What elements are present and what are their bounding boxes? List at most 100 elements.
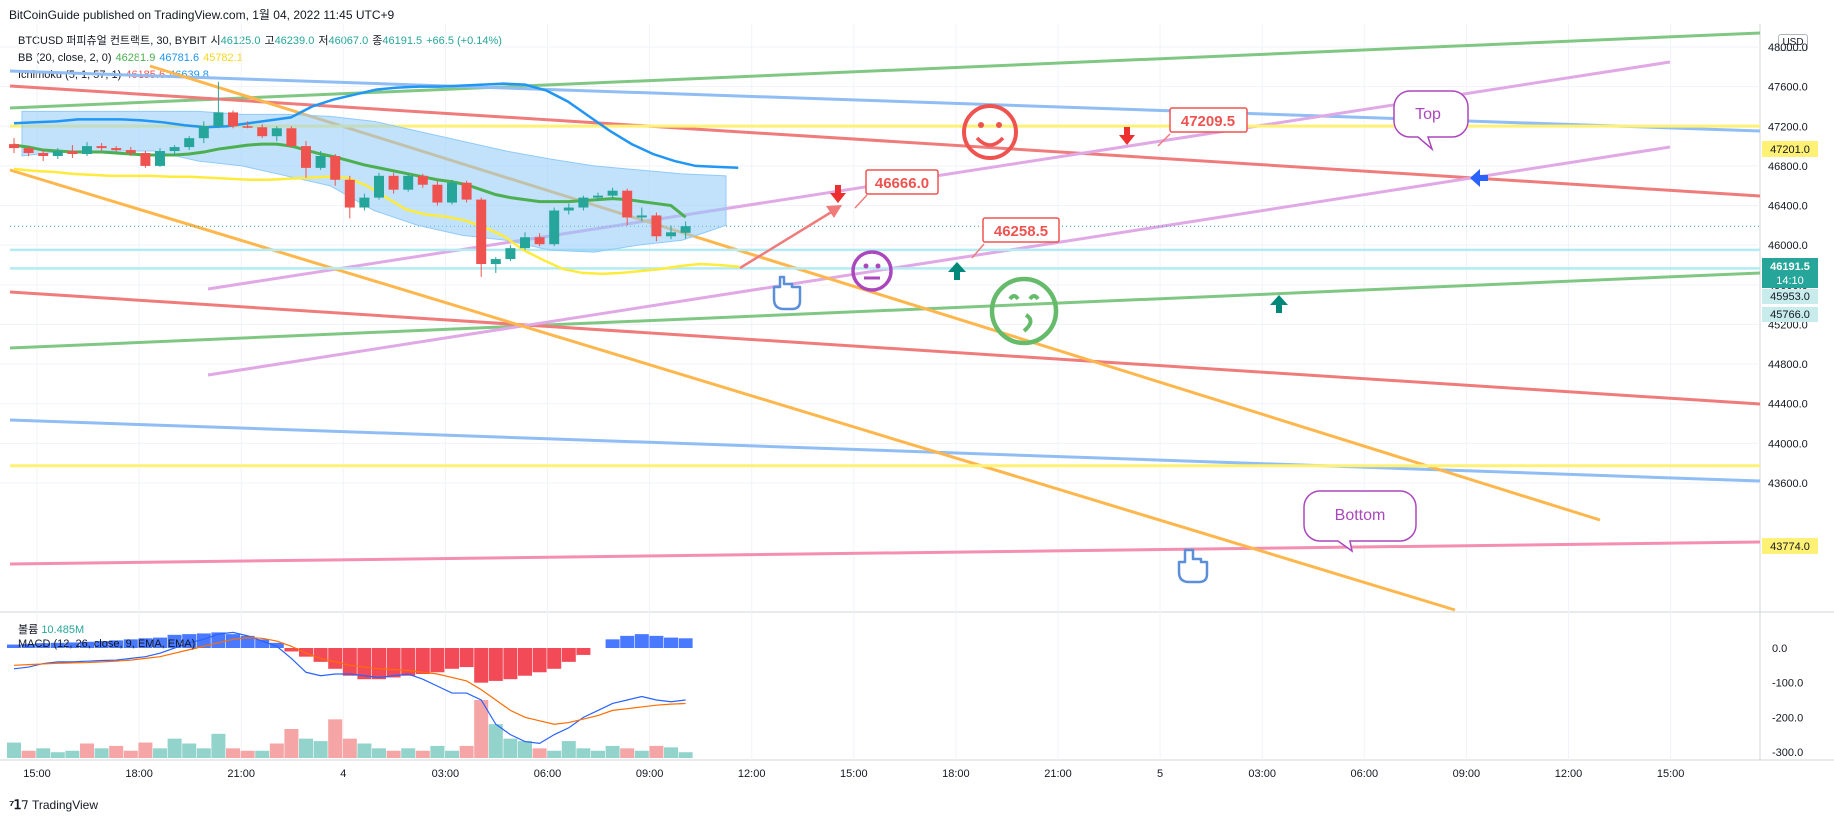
confused-face-icon xyxy=(989,276,1059,346)
volume-bar xyxy=(284,729,299,758)
macd-hist-bar xyxy=(430,648,445,673)
badge-last-price: 46191.5 xyxy=(1770,261,1810,273)
macd-hist-bar xyxy=(284,648,299,652)
candle-body xyxy=(490,259,501,265)
macd-hist-bar xyxy=(240,635,255,648)
candle-body xyxy=(111,148,122,151)
volume-bar xyxy=(474,700,489,758)
volume-bar xyxy=(401,748,416,758)
volume-bar xyxy=(328,719,343,758)
time-tick: 09:00 xyxy=(1453,768,1481,780)
trendlines[interactable] xyxy=(9,31,1761,612)
price-tick: 47200.0 xyxy=(1768,121,1808,133)
volume-bar xyxy=(153,748,167,758)
time-tick: 18:00 xyxy=(125,768,153,780)
time-tick: 4 xyxy=(340,768,346,780)
price-tick: 44800.0 xyxy=(1768,359,1808,371)
time-tick: 06:00 xyxy=(534,768,562,780)
time-axis[interactable]: 15:00 18:00 21:00 4 03:00 06:00 09:00 12:00 15:0… xyxy=(23,768,1684,780)
volume-bar xyxy=(430,745,445,758)
time-tick: 21:00 xyxy=(1044,768,1072,780)
macd-line xyxy=(13,631,686,744)
volume-bar xyxy=(123,750,138,758)
time-tick: 06:00 xyxy=(1351,768,1379,780)
volume-bar xyxy=(299,738,313,758)
candle-body xyxy=(680,226,691,233)
price-badges: 47201.0 46191.5 14:10 45953.0 45766.0 43… xyxy=(1762,141,1818,554)
candle-body xyxy=(52,151,63,156)
volume-label: 볼륨 xyxy=(18,624,39,636)
macd-hist-bar xyxy=(415,648,430,674)
pointing-hand-icon xyxy=(1177,548,1209,584)
macd-hist-bar xyxy=(313,648,328,662)
macd-lines xyxy=(13,631,686,744)
macd-hist-bar xyxy=(269,642,284,648)
macd-hist-bar xyxy=(167,634,182,648)
volume-bar xyxy=(576,748,591,758)
time-tick: 15:00 xyxy=(840,768,868,780)
happy-face-icon xyxy=(962,104,1018,160)
macd-hist-bar xyxy=(547,648,562,669)
candle-body xyxy=(301,146,311,168)
candle-body xyxy=(403,175,414,190)
candle-body xyxy=(228,112,238,127)
candle-body xyxy=(461,182,472,200)
bb-legend[interactable]: BB (20, close, 2, 0) 46281.9 46781.6 45782.… xyxy=(18,51,247,65)
annotations[interactable]: 46666.0 47209.5 46258.5 Top Bottom xyxy=(739,90,1488,584)
macd-hist-bar xyxy=(65,642,80,648)
volume-bar xyxy=(182,743,197,758)
candle-body xyxy=(140,153,151,166)
macd-hist-bar xyxy=(109,640,124,648)
badge-countdown: 14:10 xyxy=(1776,275,1804,287)
currency-button[interactable]: USD xyxy=(1778,34,1808,51)
bb-basis-value: 46281.9 xyxy=(115,52,156,64)
top-bubble xyxy=(1393,90,1469,152)
candle-body xyxy=(286,128,297,147)
volume-legend[interactable]: 볼륨 10.485M xyxy=(18,621,84,637)
tradingview-logo[interactable]: ⁷𝟣𝟽 TradingView xyxy=(9,797,98,813)
pink-trendline-bottom xyxy=(9,540,1761,566)
candle-body xyxy=(9,144,19,149)
macd-hist-bar xyxy=(328,648,343,669)
time-tick: 03:00 xyxy=(432,768,460,780)
symbol-name[interactable]: BTCUSD 퍼피츄얼 컨트랙트, 30, BYBIT xyxy=(18,35,207,47)
volume-bar xyxy=(488,724,503,758)
candle-body xyxy=(257,127,268,137)
macd-hist-bar xyxy=(7,644,21,648)
bb-label: BB (20, close, 2, 0) xyxy=(18,52,112,64)
macd-hist-bar xyxy=(255,639,270,648)
macd-hist-bar xyxy=(226,634,240,648)
candle-body xyxy=(636,215,647,218)
candle-body xyxy=(38,153,49,156)
price-tick: 43600.0 xyxy=(1768,478,1808,490)
volume-bar xyxy=(386,750,401,758)
volume-bar xyxy=(678,752,693,758)
bottom-bubble-text: Bottom xyxy=(1335,507,1386,524)
candle-body xyxy=(593,195,603,198)
macd-hist-bar xyxy=(153,637,167,648)
volume-bar xyxy=(605,745,620,758)
candle-body xyxy=(447,182,457,203)
volume-bar xyxy=(269,743,284,758)
volume-bar xyxy=(664,747,678,758)
volume-bar xyxy=(50,752,65,758)
candle-body xyxy=(666,232,676,237)
badge-47201: 47201.0 xyxy=(1770,144,1810,156)
macd-hist-bar xyxy=(342,648,357,676)
macd-hist-bar xyxy=(21,643,36,648)
candle-body xyxy=(155,151,165,166)
volume-bar xyxy=(196,748,211,758)
red-trendline-lower xyxy=(9,290,1761,406)
volume-bar xyxy=(240,750,255,758)
candle-body xyxy=(271,128,282,137)
candle-body xyxy=(242,126,253,128)
macd-legend[interactable]: MACD (12, 26, close, 9, EMA, EMA) xyxy=(18,638,196,650)
up-arrow-icon xyxy=(1270,295,1288,313)
macd-hist-bar xyxy=(196,633,211,648)
volume-bar xyxy=(634,750,649,758)
bb-lower-value: 45782.1 xyxy=(203,52,243,64)
candle-body xyxy=(505,248,516,260)
badge-45766: 45766.0 xyxy=(1770,309,1810,321)
candle-body xyxy=(359,197,370,208)
